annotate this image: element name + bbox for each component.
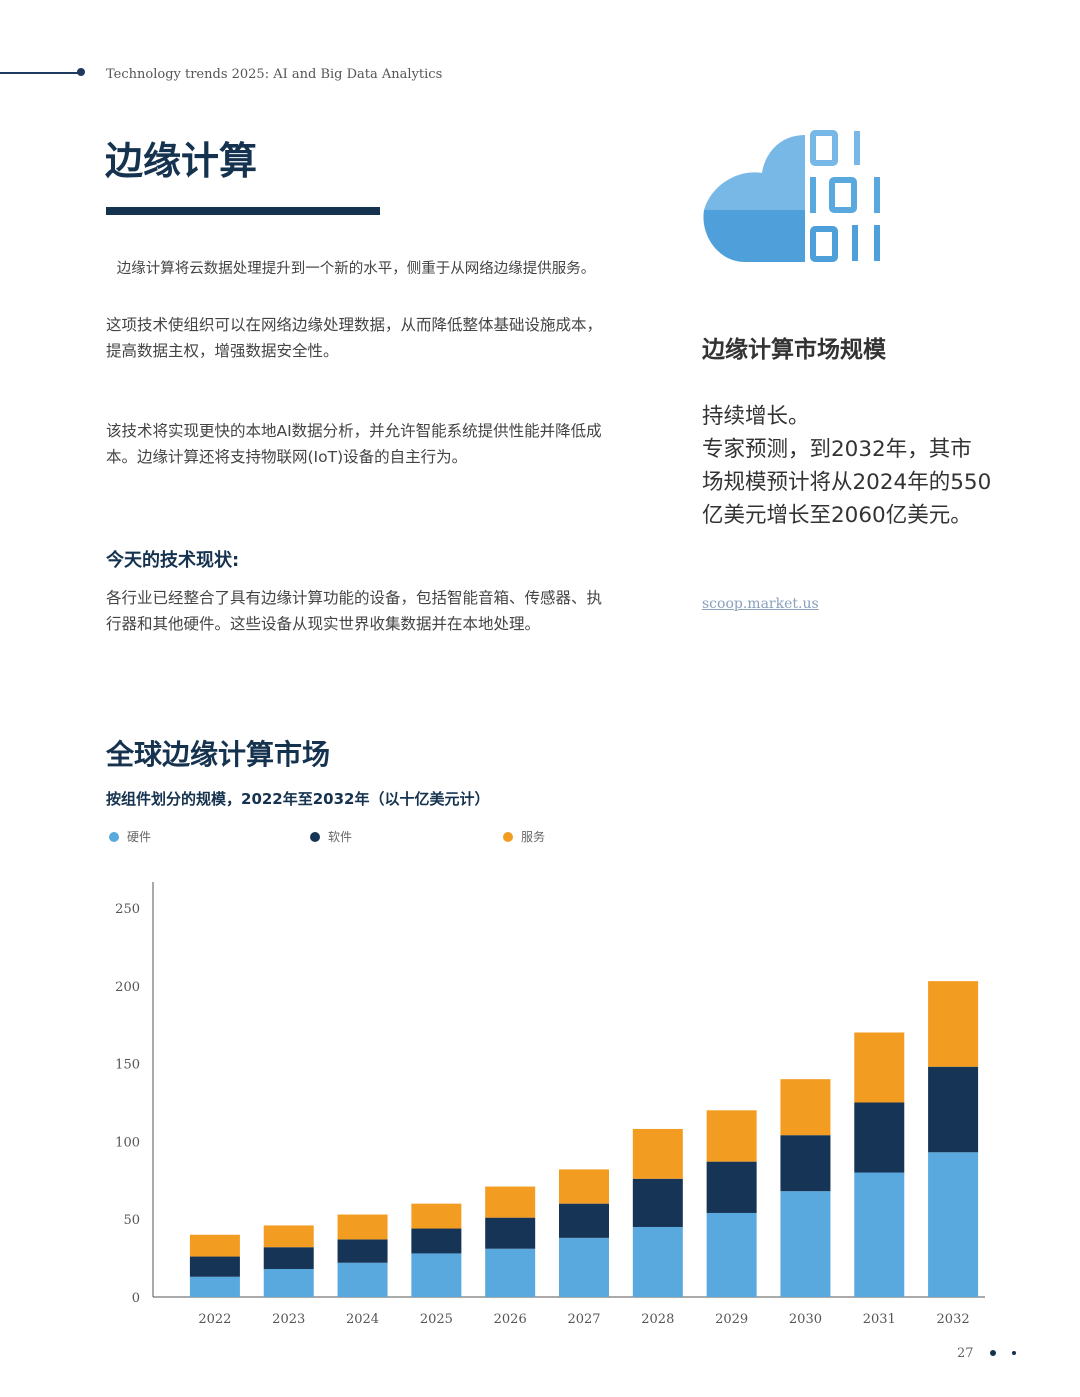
legend-hardware-swatch bbox=[109, 832, 119, 842]
market-size-text: 持续增长。 专家预测，到2032年，其市场规模预计将从2024年的550亿美元增… bbox=[702, 400, 992, 532]
bar-segment bbox=[411, 1253, 462, 1297]
legend-service: 服务 bbox=[503, 828, 545, 845]
stacked-bar-chart: 0 50 100 150 200 250 2022 2023 2024 2025 2026 2027 2… bbox=[115, 882, 985, 1327]
bar-segment bbox=[485, 1217, 536, 1249]
status-paragraph: 各行业已经整合了具有边缘计算功能的设备，包括智能音箱、传感器、执行器和其他硬件。… bbox=[106, 589, 603, 633]
x-tick-label: 2022 bbox=[198, 1312, 231, 1327]
bar-segment bbox=[411, 1203, 462, 1229]
bar-segment bbox=[632, 1178, 683, 1227]
benefits-paragraph: 这项技术使组织可以在网络边缘处理数据，从而降低整体基础设施成本，提高数据主权，增… bbox=[106, 316, 603, 360]
intro-paragraph: 边缘计算将云数据处理提升到一个新的水平，侧重于从网络边缘提供服务。 bbox=[116, 261, 596, 277]
bar-segment bbox=[337, 1239, 388, 1263]
x-tick-label: 2025 bbox=[420, 1312, 453, 1327]
bar-segment bbox=[337, 1214, 388, 1240]
binary-digits bbox=[810, 130, 880, 262]
x-tick-label: 2027 bbox=[567, 1312, 600, 1327]
y-tick-label: 150 bbox=[115, 1058, 140, 1073]
bar-segment bbox=[559, 1237, 609, 1297]
bar-segment bbox=[928, 1152, 979, 1297]
source-link[interactable]: scoop.market.us bbox=[702, 596, 819, 612]
market-size-line2: 专家预测，到2032年，其市场规模预计将从2024年的550亿美元增长至2060… bbox=[702, 437, 992, 528]
cloud-shape bbox=[703, 135, 805, 262]
legend-service-swatch bbox=[503, 832, 513, 842]
chart-subtitle: 按组件划分的规模，2022年至2032年（以十亿美元计） bbox=[106, 790, 490, 808]
y-tick-label: 100 bbox=[115, 1135, 140, 1150]
x-tick-label: 2023 bbox=[272, 1312, 305, 1327]
x-tick-label: 2026 bbox=[494, 1312, 527, 1327]
bar-segment bbox=[263, 1268, 314, 1297]
bar-segment bbox=[485, 1186, 536, 1218]
bar-segment bbox=[337, 1262, 388, 1297]
y-tick-label: 200 bbox=[115, 980, 140, 995]
bar-segment bbox=[263, 1247, 314, 1269]
y-tick-label: 50 bbox=[123, 1213, 140, 1228]
market-size-line1: 持续增长。 bbox=[702, 404, 810, 429]
title-underline bbox=[106, 207, 380, 215]
ai-paragraph: 该技术将实现更快的本地AI数据分析，并允许智能系统提供性能并降低成本。边缘计算还… bbox=[106, 422, 602, 466]
header-rule bbox=[0, 72, 80, 74]
bar-segment bbox=[706, 1161, 757, 1213]
y-tick-label: 0 bbox=[132, 1291, 140, 1306]
page-number: 27 bbox=[957, 1346, 974, 1361]
page-title: 边缘计算 bbox=[105, 139, 258, 183]
legend-software: 软件 bbox=[310, 828, 352, 845]
legend-software-swatch bbox=[310, 832, 320, 842]
bar-segment bbox=[780, 1191, 831, 1297]
x-tick-label: 2031 bbox=[863, 1312, 896, 1327]
bar-segment bbox=[632, 1128, 683, 1179]
bar-segment bbox=[854, 1102, 905, 1173]
status-subheading: 今天的技术现状: bbox=[106, 550, 240, 571]
legend-service-label: 服务 bbox=[521, 830, 546, 844]
bar-segment bbox=[632, 1226, 683, 1297]
bar-segment bbox=[485, 1248, 536, 1297]
bar-segment bbox=[854, 1032, 905, 1103]
bar-segment bbox=[263, 1225, 314, 1248]
bar-segment bbox=[780, 1135, 831, 1192]
bar-segment bbox=[189, 1234, 240, 1257]
bar-segment bbox=[854, 1172, 905, 1297]
bar-segment bbox=[559, 1203, 609, 1238]
running-title: Technology trends 2025: AI and Big Data … bbox=[106, 67, 443, 82]
x-tick-label: 2028 bbox=[641, 1312, 674, 1327]
legend-hardware-label: 硬件 bbox=[127, 830, 152, 844]
bar-segment bbox=[189, 1276, 240, 1297]
page-dot-small bbox=[1012, 1351, 1016, 1355]
y-tick-label: 250 bbox=[115, 902, 140, 917]
x-tick-label: 2024 bbox=[346, 1312, 379, 1327]
x-tick-label: 2029 bbox=[715, 1312, 748, 1327]
bar-segment bbox=[928, 981, 979, 1067]
chart-title: 全球边缘计算市场 bbox=[106, 738, 331, 771]
bar-segment bbox=[780, 1079, 831, 1136]
bar-segment bbox=[189, 1256, 240, 1277]
market-size-title: 边缘计算市场规模 bbox=[702, 337, 886, 363]
x-tick-label: 2030 bbox=[789, 1312, 822, 1327]
header-rule-dot bbox=[77, 68, 85, 76]
bar-segment bbox=[411, 1228, 462, 1254]
cloud-data-icon bbox=[703, 130, 880, 262]
legend-software-label: 软件 bbox=[328, 830, 353, 844]
legend-hardware: 硬件 bbox=[109, 828, 151, 845]
page-dot-large bbox=[990, 1350, 996, 1356]
bar-segment bbox=[559, 1169, 609, 1204]
x-tick-label: 2032 bbox=[937, 1312, 970, 1327]
bar-segment bbox=[928, 1066, 979, 1153]
bar-segment bbox=[706, 1212, 757, 1297]
bar-segment bbox=[706, 1110, 757, 1162]
